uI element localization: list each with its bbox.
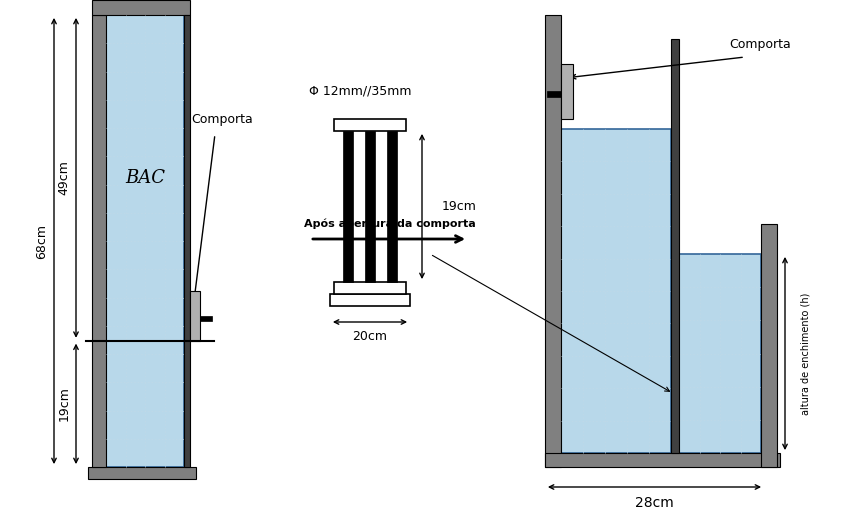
Text: altura de enchimento (h): altura de enchimento (h) [800, 292, 810, 415]
Bar [761, 224, 777, 467]
Text: Após abertura da comporta: Após abertura da comporta [304, 219, 476, 229]
Bar [679, 254, 761, 453]
Text: 19cm: 19cm [57, 386, 71, 421]
Bar [387, 131, 397, 282]
Bar [561, 129, 671, 453]
Text: 28cm: 28cm [636, 496, 674, 509]
Bar [547, 91, 561, 97]
Bar [343, 131, 353, 282]
Text: 20cm: 20cm [353, 329, 387, 343]
Bar [671, 39, 679, 453]
Bar [92, 15, 106, 467]
Text: BAC: BAC [125, 169, 165, 187]
Bar [334, 119, 406, 131]
Bar [106, 15, 184, 467]
Bar [190, 291, 200, 341]
Text: 68cm: 68cm [35, 223, 48, 259]
Bar [330, 294, 410, 306]
Bar [545, 15, 561, 467]
Text: Comporta: Comporta [191, 112, 253, 126]
Text: Comporta: Comporta [729, 38, 791, 50]
Bar [365, 131, 375, 282]
Bar [561, 64, 573, 119]
Text: 19cm: 19cm [442, 200, 477, 213]
Bar [92, 0, 190, 15]
Bar [184, 15, 190, 467]
Bar [88, 467, 196, 479]
Bar [334, 282, 406, 294]
Bar [545, 453, 780, 467]
Bar [200, 316, 212, 321]
Text: 49cm: 49cm [57, 160, 71, 195]
Text: Φ 12mm//35mm: Φ 12mm//35mm [309, 84, 411, 98]
